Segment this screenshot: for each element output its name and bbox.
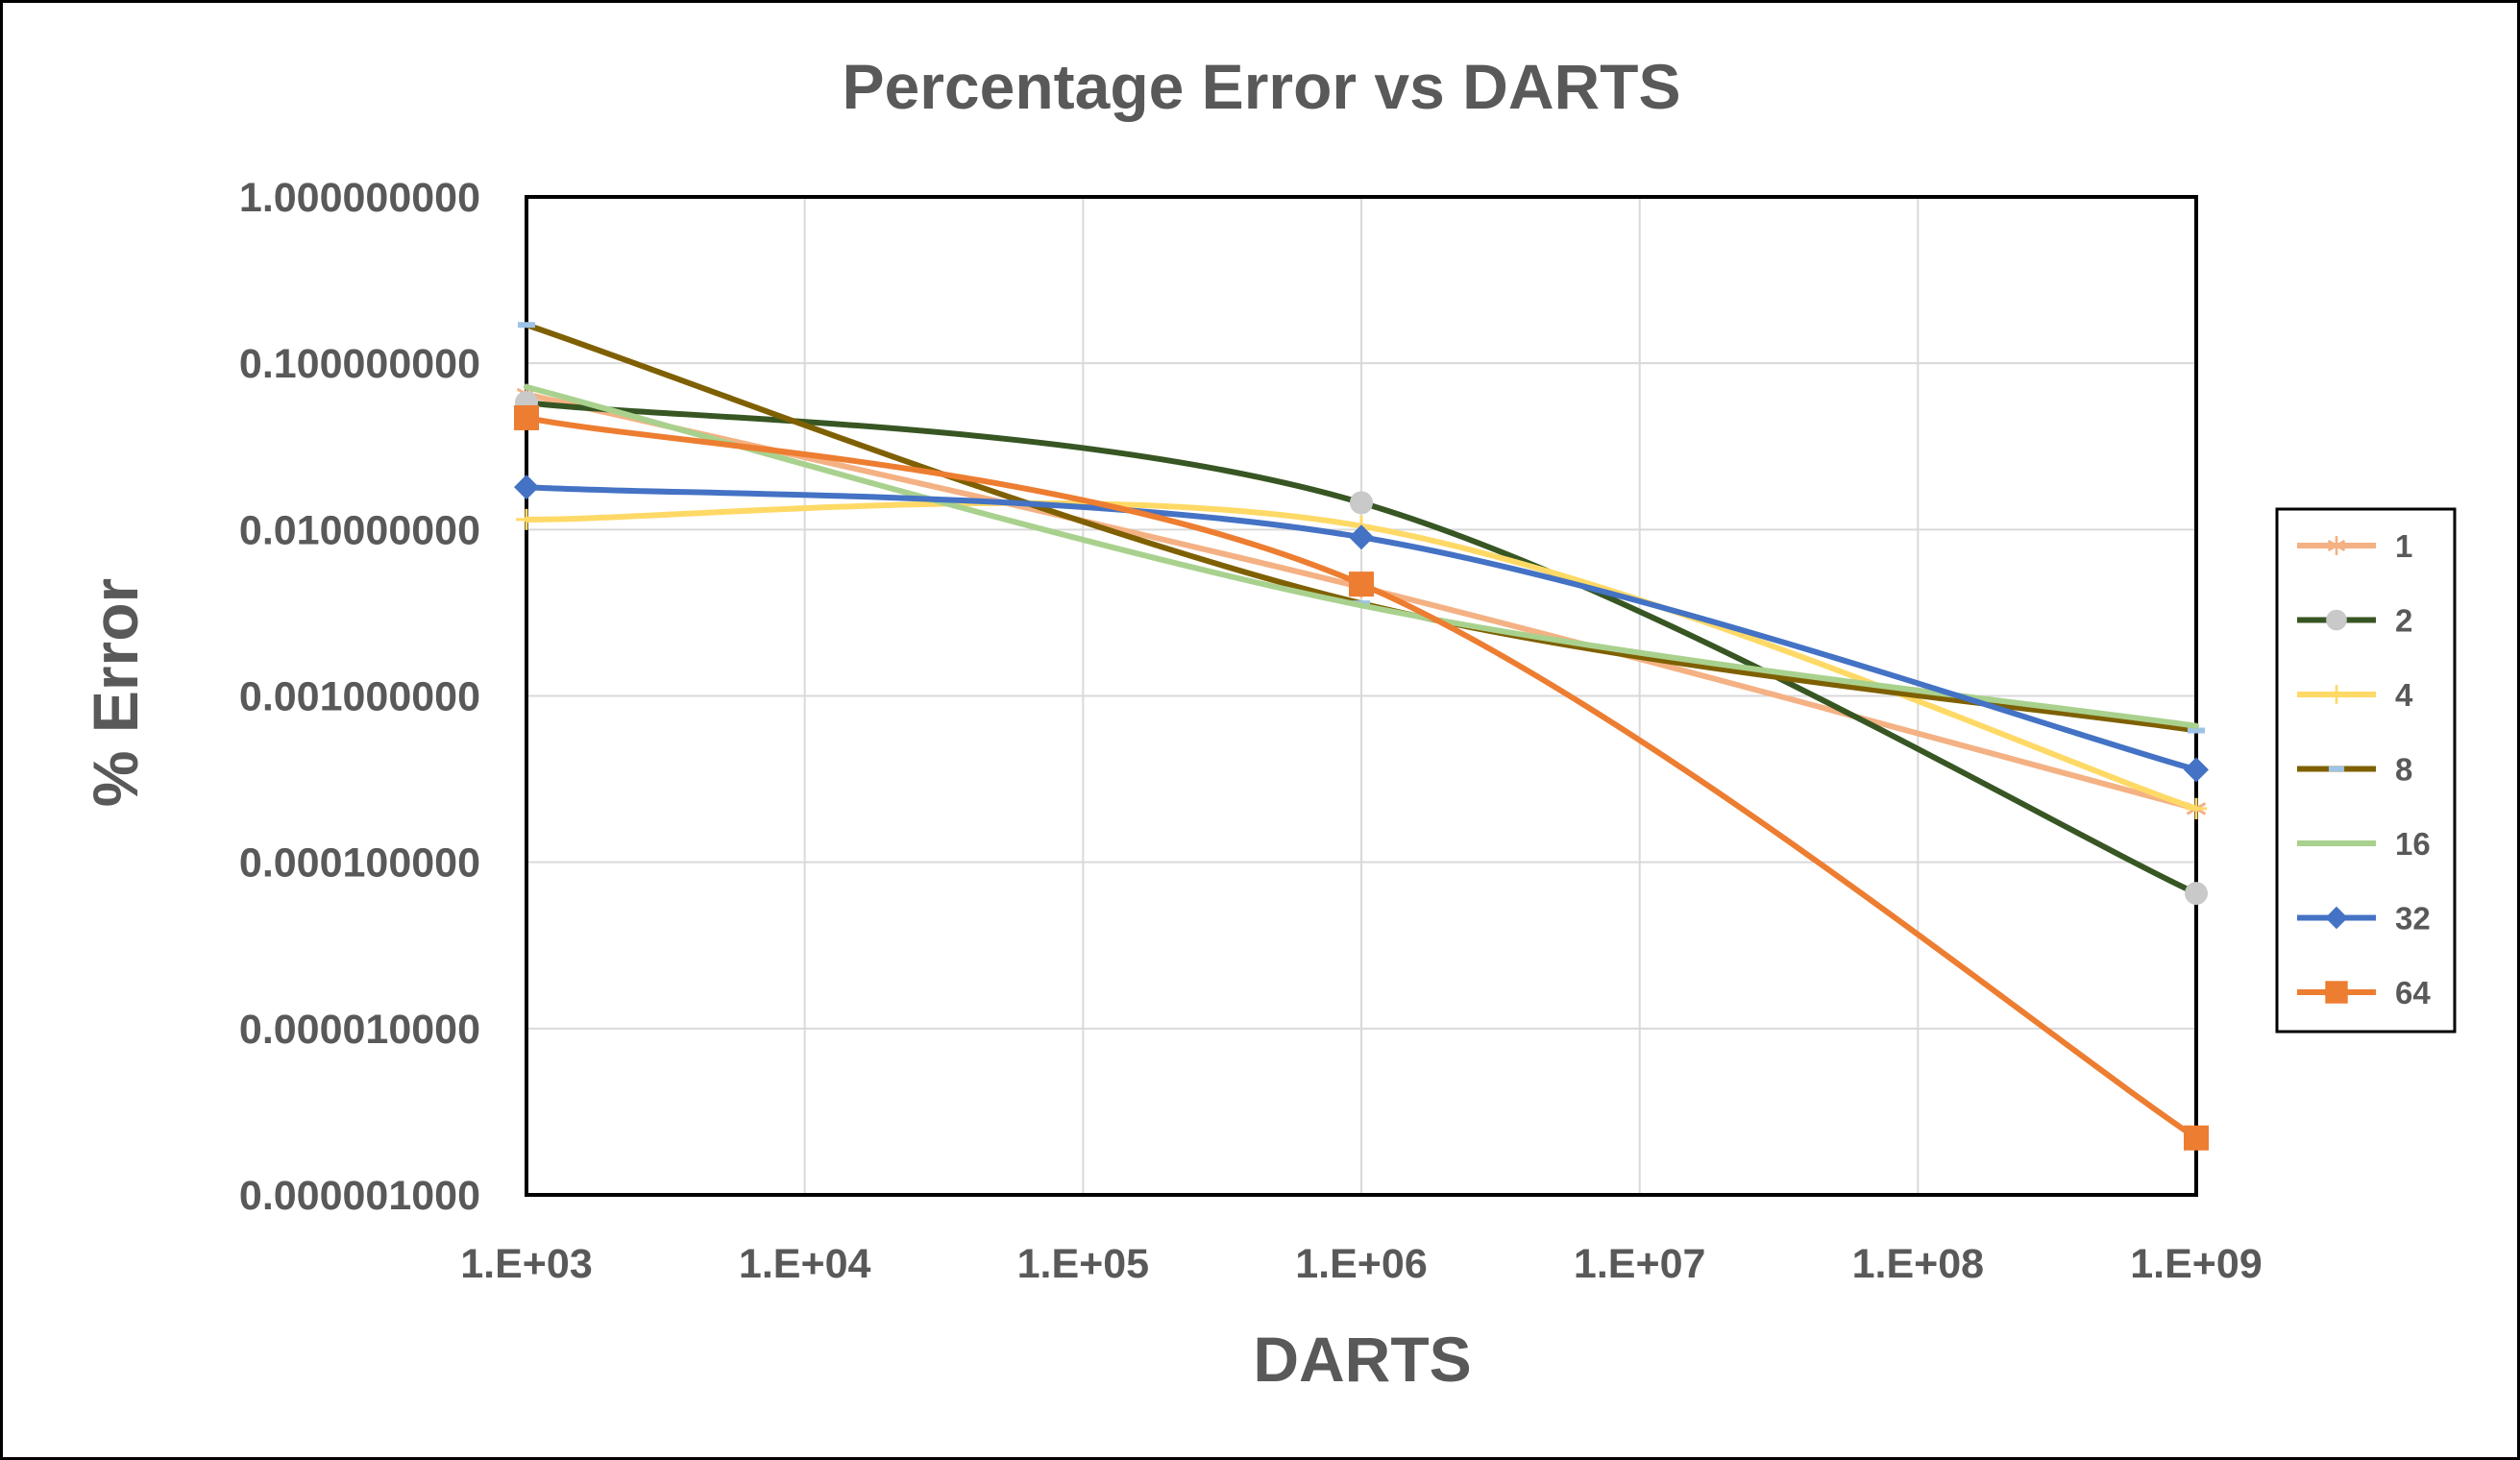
legend-label: 64 (2395, 975, 2431, 1010)
legend-label: 16 (2395, 826, 2431, 862)
data-point (514, 404, 539, 430)
y-tick-label: 1.000000000 (239, 175, 480, 221)
y-tick-label: 0.001000000 (239, 674, 480, 720)
plot-area-border (525, 195, 2198, 1197)
y-axis-ticks: 1.000000000 0.100000000 0.010000000 0.00100… (239, 175, 480, 1219)
legend-label: 1 (2395, 528, 2412, 564)
data-point (516, 508, 537, 530)
data-point (2327, 685, 2346, 704)
x-tick-label: 1.E+08 (1852, 1241, 1984, 1287)
series-line (524, 414, 2199, 1141)
data-point (2326, 609, 2347, 631)
series-layer (514, 322, 2209, 1151)
y-tick-label: 0.100000000 (239, 341, 480, 387)
x-tick-label: 1.E+05 (1017, 1241, 1149, 1287)
chart-canvas: Percentage Error vs DARTS 1.000000000 0.1… (80, 51, 2457, 1395)
legend-item: 8 (2297, 752, 2412, 788)
series-2 (515, 391, 2208, 906)
legend-item: 64 (2297, 975, 2431, 1010)
data-point (2184, 757, 2209, 783)
y-tick-label: 0.000100000 (239, 840, 480, 887)
legend-item: 32 (2297, 901, 2431, 937)
x-tick-label: 1.E+09 (2130, 1241, 2262, 1287)
data-point (2186, 797, 2207, 819)
y-axis-title: % Error (80, 578, 151, 807)
data-point (2185, 882, 2208, 906)
series-64 (514, 404, 2209, 1151)
chart-title: Percentage Error vs DARTS (843, 51, 1681, 122)
legend-label: 8 (2395, 752, 2412, 788)
x-axis-ticks: 1.E+03 1.E+04 1.E+05 1.E+06 1.E+07 1.E+08 1.E+… (460, 1241, 2262, 1287)
legend-item: 1 (2297, 528, 2412, 564)
data-point (1349, 524, 1374, 550)
legend-item: 4 (2297, 677, 2413, 713)
legend-item: 16 (2297, 826, 2431, 862)
x-tick-label: 1.E+07 (1574, 1241, 1705, 1287)
data-point (2325, 906, 2348, 930)
data-point (514, 474, 539, 500)
legend: 1 2 4 8 16 32 64 (2275, 507, 2457, 1034)
y-tick-label: 0.000001000 (239, 1173, 480, 1219)
plot-border (525, 195, 2198, 1197)
data-point (1350, 491, 1373, 515)
series-32 (514, 474, 2209, 783)
legend-label: 2 (2395, 603, 2412, 639)
data-point (2184, 1125, 2209, 1151)
x-tick-label: 1.E+06 (1295, 1241, 1427, 1287)
data-point (2325, 981, 2348, 1004)
legend-label: 32 (2395, 901, 2431, 937)
y-tick-label: 0.000010000 (239, 1007, 480, 1053)
data-point (2327, 536, 2346, 555)
legend-item: 2 (2297, 603, 2412, 639)
data-point (1349, 572, 1374, 597)
y-tick-label: 0.010000000 (239, 507, 480, 553)
x-tick-label: 1.E+04 (739, 1241, 871, 1287)
legend-label: 4 (2395, 677, 2413, 713)
x-tick-label: 1.E+03 (460, 1241, 592, 1287)
x-axis-title: DARTS (1253, 1324, 1471, 1395)
